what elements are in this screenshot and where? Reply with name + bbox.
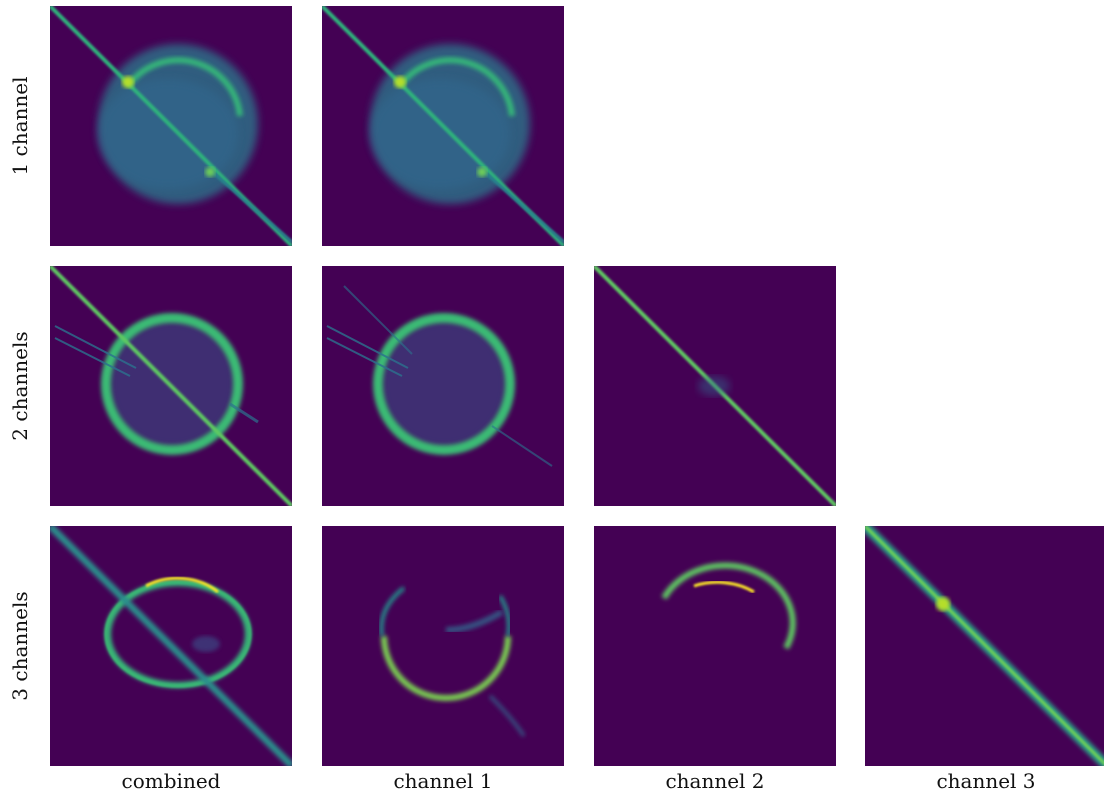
column-label-channel-3: channel 3: [936, 769, 1036, 793]
panel-r2-combined: [50, 266, 292, 506]
panel-r2-channel-2: [594, 266, 836, 506]
panel-r3-channel-1: [322, 526, 564, 766]
column-label-channel-1: channel 1: [393, 769, 493, 793]
panel-r3-combined: [50, 526, 292, 766]
row-label-3-channels: 3 channels: [8, 591, 32, 701]
column-label-channel-2: channel 2: [665, 769, 765, 793]
panel-r1-channel-1: [322, 6, 564, 246]
panel-r3-channel-3: [865, 526, 1104, 766]
column-label-combined: combined: [121, 769, 221, 793]
panel-r1-combined: [50, 6, 292, 246]
row-label-2-channels: 2 channels: [8, 331, 32, 441]
panel-r2-channel-1: [322, 266, 564, 506]
panel-r3-channel-2: [594, 526, 836, 766]
row-label-1-channel: 1 channel: [8, 76, 32, 176]
